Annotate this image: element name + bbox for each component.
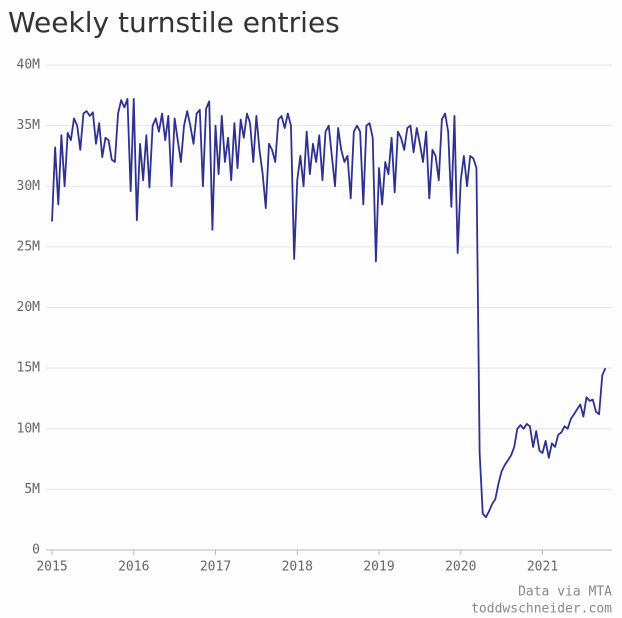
y-tick-label: 35M [17,118,41,133]
y-tick-label: 40M [17,58,41,73]
x-tick-label: 2020 [445,560,476,575]
y-tick-label: 15M [17,361,41,376]
footnote: Data via MTA [518,585,612,600]
x-tick-label: 2021 [527,560,558,575]
x-tick-label: 2016 [118,560,149,575]
y-tick-label: 0 [32,543,40,558]
x-tick-label: 2017 [200,560,231,575]
y-tick-label: 20M [17,300,41,315]
y-tick-label: 30M [17,179,41,194]
x-tick-label: 2018 [282,560,313,575]
data-line [51,98,607,519]
y-tick-label: 5M [24,482,40,497]
footnote: toddwschneider.com [471,602,612,617]
x-tick-label: 2015 [36,560,67,575]
y-tick-label: 10M [17,421,41,436]
x-tick-label: 2019 [363,560,394,575]
y-tick-label: 25M [17,239,41,254]
chart-title: Weekly turnstile entries [8,6,340,39]
